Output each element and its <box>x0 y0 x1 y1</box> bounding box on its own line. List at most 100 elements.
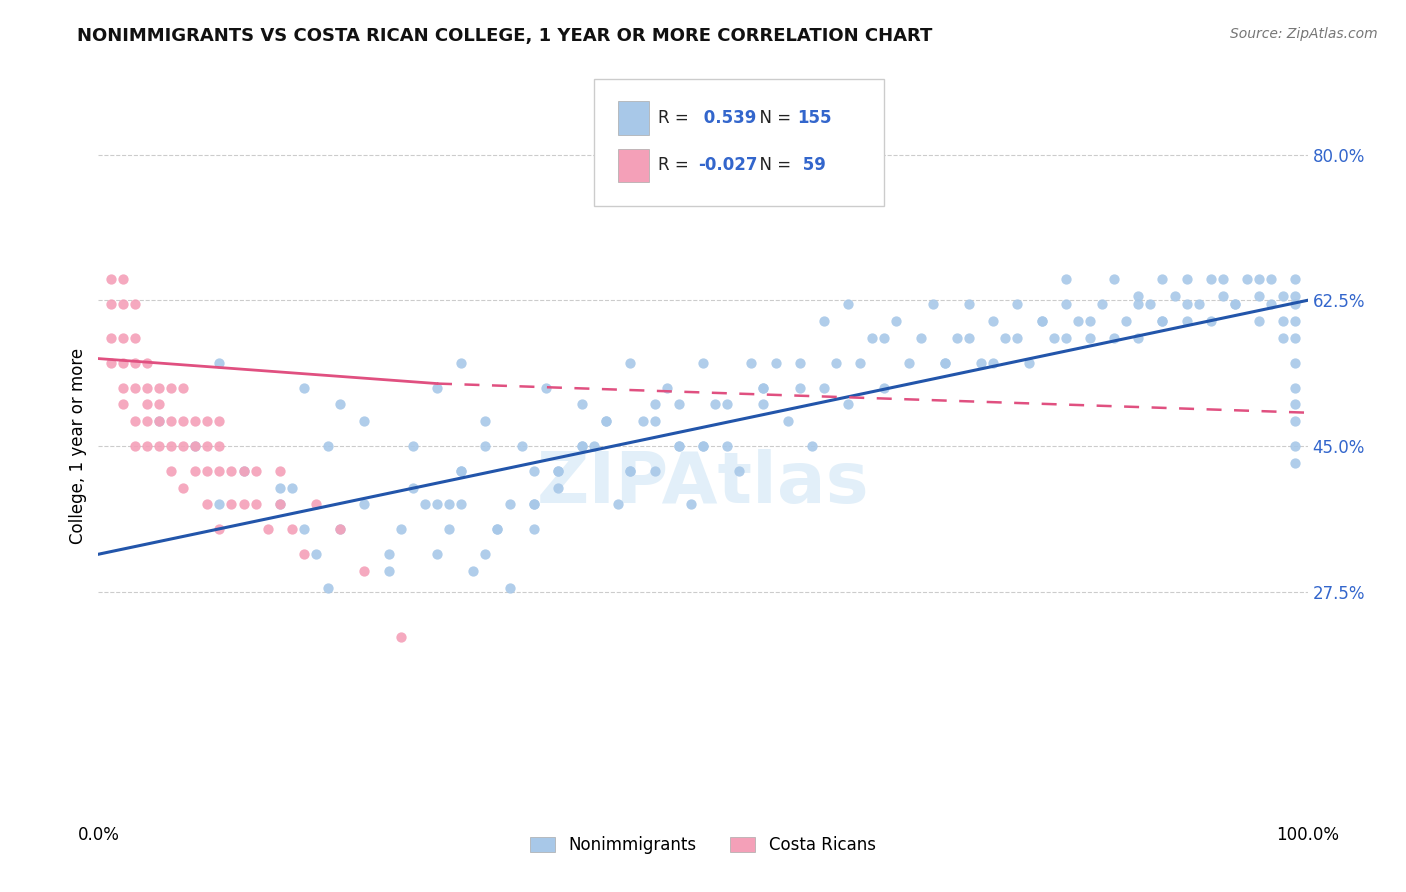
Point <box>208 464 231 478</box>
Point <box>292 381 315 395</box>
Point <box>510 439 533 453</box>
Point <box>160 381 183 395</box>
Point <box>111 331 134 345</box>
Point <box>1078 331 1101 345</box>
Point <box>668 439 690 453</box>
Point <box>292 522 315 536</box>
Point <box>269 497 291 511</box>
Point <box>100 297 122 311</box>
Point <box>740 356 762 370</box>
Point <box>124 331 146 345</box>
Point <box>1260 297 1282 311</box>
Point <box>1284 331 1306 345</box>
Point <box>655 381 678 395</box>
Point <box>124 439 146 453</box>
Point <box>402 439 425 453</box>
Point <box>426 547 449 561</box>
Point <box>1139 297 1161 311</box>
Point <box>631 414 654 428</box>
Point <box>619 464 641 478</box>
Point <box>1175 272 1198 286</box>
Point <box>547 464 569 478</box>
Bar <box>619 149 648 182</box>
Point <box>752 381 775 395</box>
Point <box>195 414 218 428</box>
Point <box>813 314 835 328</box>
Point <box>100 331 122 345</box>
Point <box>135 414 157 428</box>
Point <box>1152 314 1174 328</box>
Point <box>208 439 231 453</box>
Point <box>595 414 617 428</box>
Point <box>100 272 122 286</box>
Point <box>172 414 194 428</box>
Point <box>1249 272 1271 286</box>
Point <box>111 272 134 286</box>
Point <box>463 564 485 578</box>
Point <box>1188 297 1211 311</box>
Point <box>704 397 727 411</box>
Point <box>1102 331 1125 345</box>
Point <box>208 414 231 428</box>
Point <box>148 381 170 395</box>
Point <box>692 439 714 453</box>
Point <box>1284 381 1306 395</box>
Point <box>1031 314 1053 328</box>
Point <box>1284 314 1306 328</box>
Point <box>981 356 1004 370</box>
Point <box>245 497 267 511</box>
Point <box>316 439 339 453</box>
Text: Source: ZipAtlas.com: Source: ZipAtlas.com <box>1230 27 1378 41</box>
Point <box>377 564 399 578</box>
Point <box>849 356 872 370</box>
Point <box>486 522 509 536</box>
Point <box>232 464 254 478</box>
Point <box>981 314 1004 328</box>
Point <box>1236 272 1258 286</box>
Point <box>1042 331 1064 345</box>
Point <box>1284 356 1306 370</box>
Point <box>800 439 823 453</box>
Point <box>897 356 920 370</box>
Point <box>450 464 472 478</box>
Point <box>728 464 751 478</box>
Point <box>256 522 278 536</box>
Point <box>1091 297 1114 311</box>
Point <box>1272 314 1295 328</box>
Point <box>498 581 520 595</box>
Point <box>547 481 569 495</box>
Point <box>486 522 509 536</box>
Point <box>124 356 146 370</box>
Point <box>1054 297 1077 311</box>
Point <box>1223 297 1246 311</box>
Point <box>450 356 472 370</box>
Point <box>644 414 666 428</box>
Point <box>124 297 146 311</box>
Point <box>934 356 956 370</box>
Point <box>1284 439 1306 453</box>
Point <box>281 481 304 495</box>
Point <box>970 356 993 370</box>
Text: -0.027: -0.027 <box>699 156 758 175</box>
Point <box>1212 289 1234 303</box>
Point <box>305 497 328 511</box>
Point <box>160 414 183 428</box>
Point <box>1152 272 1174 286</box>
Point <box>1031 314 1053 328</box>
Point <box>668 397 690 411</box>
Point <box>1284 289 1306 303</box>
Point <box>184 464 207 478</box>
FancyBboxPatch shape <box>595 78 884 206</box>
Point <box>1249 314 1271 328</box>
Point <box>353 414 375 428</box>
Point <box>534 381 557 395</box>
Point <box>329 522 352 536</box>
Point <box>1260 272 1282 286</box>
Point <box>692 356 714 370</box>
Point <box>329 522 352 536</box>
Point <box>377 547 399 561</box>
Point <box>1272 331 1295 345</box>
Legend: Nonimmigrants, Costa Ricans: Nonimmigrants, Costa Ricans <box>524 830 882 861</box>
Point <box>957 331 980 345</box>
Text: 0.539: 0.539 <box>699 109 762 128</box>
